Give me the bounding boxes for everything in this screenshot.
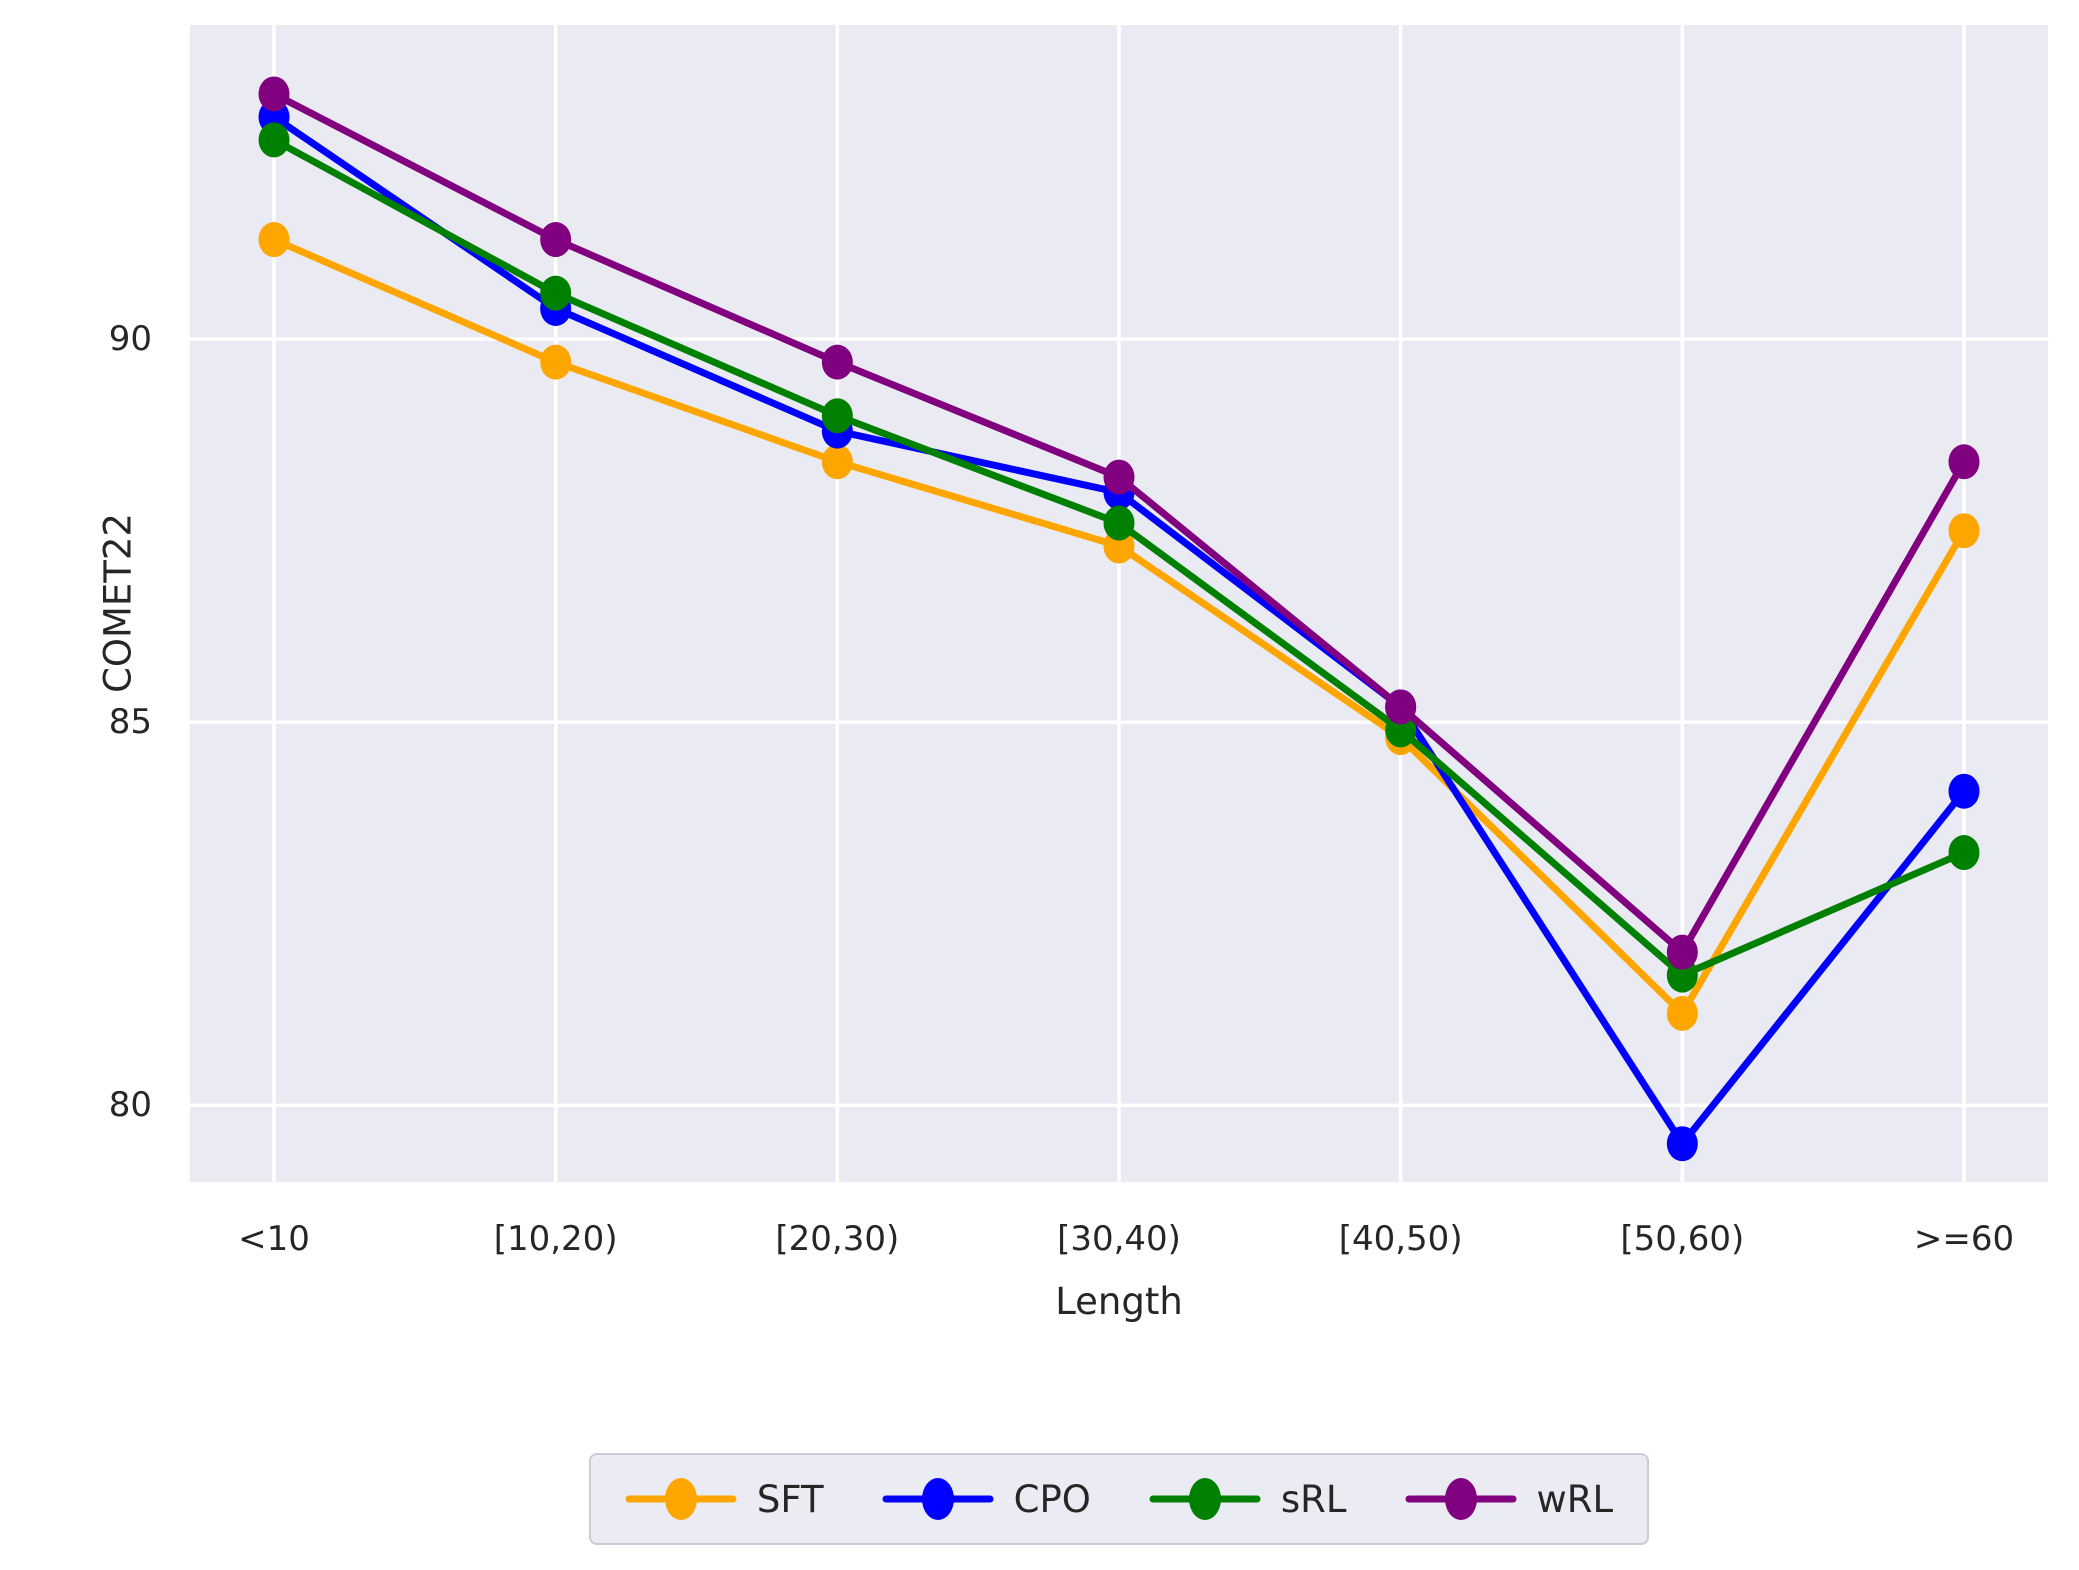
x-tick-label: <10 bbox=[238, 1219, 310, 1259]
legend-marker-wRL bbox=[1405, 1478, 1517, 1520]
legend: SFT CPO sRL wRL bbox=[190, 1453, 2048, 1545]
data-point-sRL bbox=[821, 398, 853, 434]
data-point-sRL bbox=[540, 275, 572, 311]
y-tick-label: 90 bbox=[108, 319, 152, 360]
legend-box: SFT CPO sRL wRL bbox=[588, 1453, 1650, 1545]
data-point-wRL bbox=[258, 76, 290, 112]
data-point-wRL bbox=[540, 222, 572, 258]
x-tick-label: >=60 bbox=[1913, 1219, 2015, 1259]
x-tick-label: [20,30) bbox=[775, 1219, 900, 1259]
x-tick-label: [10,20) bbox=[493, 1219, 618, 1259]
legend-item-SFT: SFT bbox=[625, 1471, 824, 1527]
legend-dot bbox=[1188, 1478, 1221, 1520]
legend-marker-sRL bbox=[1149, 1478, 1261, 1520]
data-point-sRL bbox=[258, 122, 290, 158]
data-point-wRL bbox=[1948, 444, 1980, 480]
data-point-wRL bbox=[1103, 459, 1135, 495]
data-point-CPO bbox=[1948, 773, 1980, 809]
x-axis-title: Length bbox=[1055, 1280, 1183, 1323]
data-point-SFT bbox=[1948, 513, 1980, 549]
data-point-CPO bbox=[1666, 1126, 1698, 1162]
y-tick-label: 80 bbox=[108, 1085, 152, 1126]
data-point-wRL bbox=[821, 344, 853, 380]
y-tick-label: 85 bbox=[108, 702, 152, 743]
legend-label-CPO: CPO bbox=[1013, 1477, 1091, 1521]
data-point-SFT bbox=[540, 344, 572, 380]
chart-canvas bbox=[190, 25, 2048, 1182]
data-point-SFT bbox=[1666, 995, 1698, 1031]
legend-dot bbox=[664, 1478, 697, 1520]
legend-label-wRL: wRL bbox=[1536, 1477, 1614, 1521]
x-tick-label: [30,40) bbox=[1057, 1219, 1181, 1259]
data-point-SFT bbox=[258, 222, 290, 258]
y-axis-title: COMET22 bbox=[96, 513, 140, 693]
legend-label-SFT: SFT bbox=[756, 1477, 824, 1521]
legend-item-wRL: wRL bbox=[1405, 1471, 1614, 1527]
data-point-wRL bbox=[1666, 934, 1698, 970]
legend-item-CPO: CPO bbox=[882, 1471, 1091, 1527]
legend-marker-CPO bbox=[882, 1478, 994, 1520]
data-point-SFT bbox=[821, 444, 853, 480]
legend-dot bbox=[1444, 1478, 1477, 1520]
legend-dot bbox=[921, 1478, 954, 1520]
x-tick-label: [40,50) bbox=[1338, 1219, 1463, 1259]
data-point-sRL bbox=[1103, 505, 1135, 541]
legend-item-sRL: sRL bbox=[1149, 1471, 1347, 1527]
legend-label-sRL: sRL bbox=[1280, 1477, 1347, 1521]
data-point-wRL bbox=[1385, 689, 1417, 725]
legend-marker-SFT bbox=[625, 1478, 737, 1520]
data-point-sRL bbox=[1948, 835, 1980, 871]
x-tick-label: [50,60) bbox=[1620, 1219, 1745, 1259]
